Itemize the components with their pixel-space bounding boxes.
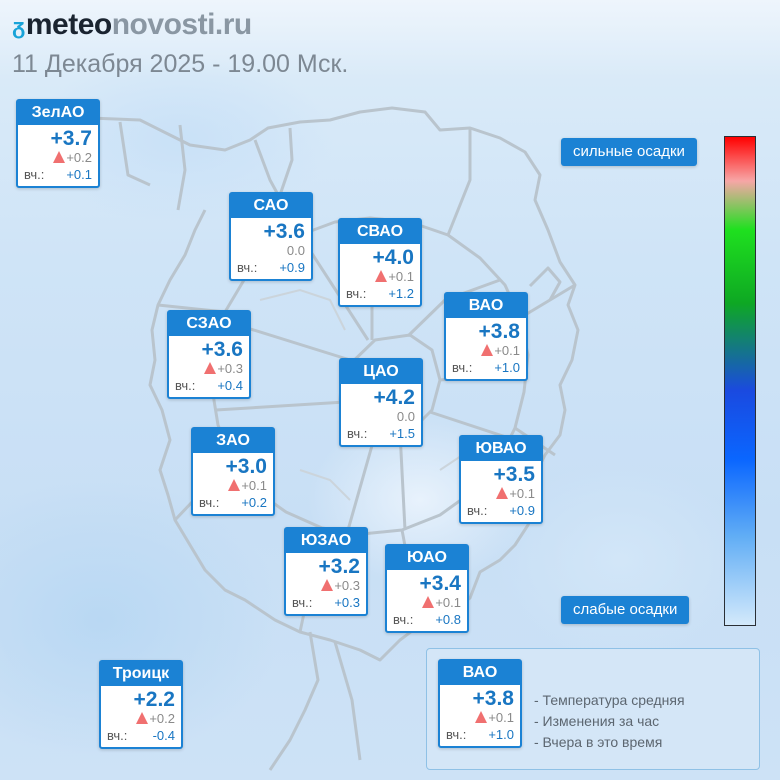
trend-up-icon	[204, 362, 217, 374]
hourly-change: +0.3	[169, 361, 249, 377]
report-datetime: 11 Декабря 2025 - 19.00 Мск.	[12, 50, 349, 78]
scale-high-label: сильные осадки	[561, 138, 697, 166]
district-card-troitsk[interactable]: Троицк +2.2 +0.2 вч.: -0.4	[99, 660, 183, 749]
yesterday-row: вч.: +1.0	[452, 360, 520, 375]
district-card-svao[interactable]: СВАО +4.0 +0.1 вч.: +1.2	[338, 218, 422, 307]
hourly-change: +0.1	[387, 595, 467, 611]
temperature-value: +2.2	[133, 688, 175, 711]
district-card-zelao[interactable]: ЗелАО +3.7 +0.2 вч.: +0.1	[16, 99, 100, 188]
temperature-value: +3.4	[419, 572, 461, 595]
trend-up-icon	[136, 712, 149, 724]
district-name: ЗелАО	[18, 101, 98, 125]
yesterday-row: вч.: -0.4	[107, 728, 175, 743]
hourly-change: +0.1	[446, 343, 526, 359]
district-name: САО	[231, 194, 311, 218]
trend-up-icon	[422, 596, 435, 608]
district-card-vao[interactable]: ВАО +3.8 +0.1 вч.: +1.0	[444, 292, 528, 381]
trend-up-icon	[375, 270, 388, 282]
legend-line-hourly-change: - Изменения за час	[534, 713, 660, 729]
legend-line-average: - Температура средняя	[534, 692, 685, 708]
scale-low-label: слабые осадки	[561, 596, 690, 624]
yesterday-row: вч.: +0.2	[199, 495, 267, 510]
hourly-change: +0.1	[440, 710, 520, 726]
trend-up-icon	[228, 479, 241, 491]
site-logo[interactable]: ᵹmeteonovosti.ru	[12, 8, 252, 41]
hourly-change: +0.3	[286, 578, 366, 594]
district-name: ЗАО	[193, 429, 273, 453]
district-card-sao[interactable]: САО +3.6 0.0 вч.: +0.9	[229, 192, 313, 281]
district-card-cao[interactable]: ЦАО +4.2 0.0 вч.: +1.5	[339, 358, 423, 447]
trend-up-icon	[475, 711, 488, 723]
district-name: ВАО	[440, 661, 520, 685]
district-card-yuzao[interactable]: ЮЗАО +3.2 +0.3 вч.: +0.3	[284, 527, 368, 616]
yesterday-row: вч.: +0.3	[292, 595, 360, 610]
temperature-value: +3.5	[493, 463, 535, 486]
district-name: СВАО	[340, 220, 420, 244]
yesterday-row: вч.: +1.5	[347, 426, 415, 441]
temperature-value: +3.2	[318, 555, 360, 578]
yesterday-row: вч.: +0.1	[24, 167, 92, 182]
yesterday-row: вч.: +1.2	[346, 286, 414, 301]
district-name: ЮВАО	[461, 437, 541, 461]
yesterday-row: вч.: +1.0	[446, 727, 514, 742]
district-name: СЗАО	[169, 312, 249, 336]
hourly-change: +0.1	[340, 269, 420, 285]
precipitation-scale	[724, 136, 756, 626]
hourly-change: 0.0	[396, 409, 415, 424]
temperature-value: +4.0	[372, 246, 414, 269]
trend-up-icon	[53, 151, 66, 163]
district-name: ВАО	[446, 294, 526, 318]
temperature-value: +3.8	[472, 687, 514, 710]
temperature-value: +3.0	[225, 455, 267, 478]
trend-up-icon	[481, 344, 494, 356]
district-card-yuvao[interactable]: ЮВАО +3.5 +0.1 вч.: +0.9	[459, 435, 543, 524]
district-card-zao[interactable]: ЗАО +3.0 +0.1 вч.: +0.2	[191, 427, 275, 516]
district-name: Троицк	[101, 662, 181, 686]
district-card-szao[interactable]: СЗАО +3.6 +0.3 вч.: +0.4	[167, 310, 251, 399]
legend-text: - Температура средняя - Изменения за час…	[534, 690, 685, 753]
district-name: ЦАО	[341, 360, 421, 384]
logo-mark-icon: ᵹ	[12, 14, 25, 39]
temperature-value: +3.7	[50, 127, 92, 150]
legend-line-yesterday: - Вчера в это время	[534, 734, 663, 750]
trend-up-icon	[496, 487, 509, 499]
temperature-value: +3.6	[201, 338, 243, 361]
temperature-value: +3.8	[478, 320, 520, 343]
trend-up-icon	[321, 579, 334, 591]
hourly-change: 0.0	[286, 243, 305, 258]
district-name: ЮЗАО	[286, 529, 366, 553]
temperature-value: +4.2	[373, 386, 415, 409]
yesterday-row: вч.: +0.9	[237, 260, 305, 275]
hourly-change: +0.2	[101, 711, 181, 727]
hourly-change: +0.2	[18, 150, 98, 166]
temperature-value: +3.6	[263, 220, 305, 243]
district-card-yuao[interactable]: ЮАО +3.4 +0.1 вч.: +0.8	[385, 544, 469, 633]
yesterday-row: вч.: +0.8	[393, 612, 461, 627]
yesterday-row: вч.: +0.9	[467, 503, 535, 518]
district-name: ЮАО	[387, 546, 467, 570]
hourly-change: +0.1	[461, 486, 541, 502]
hourly-change: +0.1	[193, 478, 273, 494]
legend-example-card: ВАО +3.8 +0.1 вч.: +1.0	[438, 659, 522, 748]
yesterday-row: вч.: +0.4	[175, 378, 243, 393]
